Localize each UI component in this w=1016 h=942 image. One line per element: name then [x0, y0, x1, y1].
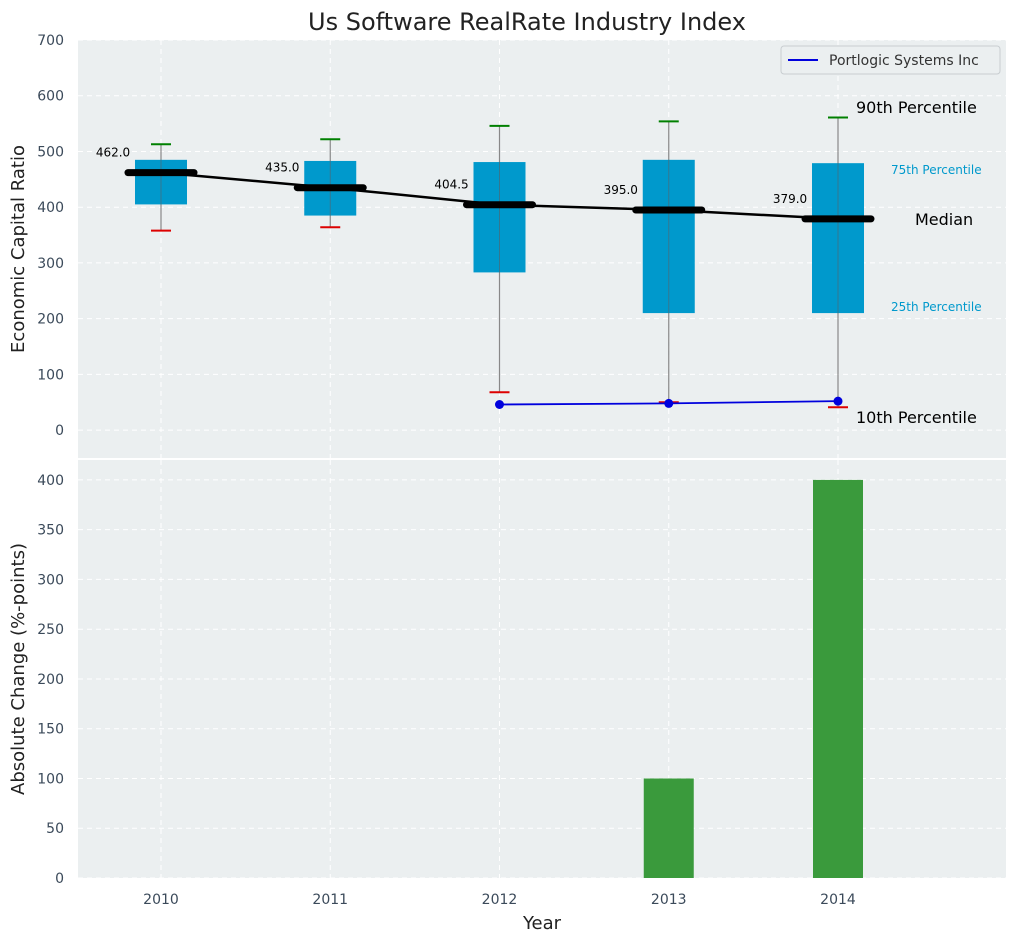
bottom-y-tick-label: 100 — [37, 771, 64, 787]
company-point — [495, 399, 504, 409]
median-value-label: 404.5 — [434, 178, 468, 192]
bottom-panel: 0 50 100 150 200 250 300 350 400 Absolute Change… — [8, 460, 1006, 934]
median-value-label: 395.0 — [604, 183, 638, 197]
chart-title: Us Software RealRate Industry Index — [308, 8, 746, 36]
company-line-series — [495, 396, 843, 409]
bar-series — [643, 479, 863, 878]
top-y-tick-label: 400 — [37, 200, 64, 216]
top-y-tick-label: 100 — [37, 367, 64, 383]
top-y-tick-label: 600 — [37, 89, 64, 105]
top-panel: 0 100 200 300 400 500 600 700 Economic Capital … — [8, 33, 1006, 458]
x-tick-labels: 2010 2011 2012 2013 2014 — [143, 892, 856, 908]
legend-entry: Portlogic Systems Inc — [829, 53, 979, 69]
top-y-tick-label: 0 — [55, 423, 64, 439]
bottom-y-axis-label: Absolute Change (%-points) — [8, 543, 29, 795]
x-tick-label: 2010 — [143, 892, 179, 908]
top-y-axis-label: Economic Capital Ratio — [8, 145, 29, 353]
change-bar — [813, 479, 863, 878]
bottom-y-tick-label: 250 — [37, 622, 64, 638]
top-y-tick-label: 300 — [37, 256, 64, 272]
x-tick-label: 2011 — [312, 892, 348, 908]
annotation-median: Median — [915, 210, 973, 229]
percentile-annotations: 90th Percentile 75th Percentile Median 2… — [856, 98, 982, 427]
bottom-plot-background — [78, 460, 1006, 878]
bottom-y-tick-label: 150 — [37, 722, 64, 738]
top-y-tick-label: 200 — [37, 312, 64, 328]
top-y-tick-labels: 0 100 200 300 400 500 600 700 — [37, 33, 64, 439]
annotation-90th: 90th Percentile — [856, 98, 977, 117]
top-y-tick-label: 700 — [37, 33, 64, 49]
annotation-75th: 75th Percentile — [891, 163, 982, 177]
bottom-y-tick-label: 0 — [55, 871, 64, 887]
x-tick-label: 2014 — [820, 892, 856, 908]
annotation-10th: 10th Percentile — [856, 408, 977, 427]
bottom-y-tick-label: 350 — [37, 523, 64, 539]
x-axis-label: Year — [522, 913, 562, 934]
company-point — [664, 398, 674, 408]
bottom-y-tick-label: 200 — [37, 672, 64, 688]
legend: Portlogic Systems Inc — [780, 45, 1001, 75]
bottom-gridlines — [78, 460, 1006, 879]
median-value-label: 462.0 — [96, 146, 130, 160]
x-tick-label: 2012 — [482, 892, 518, 908]
annotation-25th: 25th Percentile — [891, 300, 982, 314]
top-y-tick-label: 500 — [37, 144, 64, 160]
median-value-label: 435.0 — [265, 161, 299, 175]
change-bar — [643, 778, 694, 878]
bottom-y-tick-label: 300 — [37, 572, 64, 588]
bottom-y-tick-label: 400 — [37, 473, 64, 489]
x-tick-label: 2013 — [651, 892, 687, 908]
box-plot-series: 462.0 435.0 404.5 395.0 379.0 — [96, 116, 875, 409]
median-value-label: 379.0 — [773, 192, 807, 206]
legend-box — [780, 45, 1001, 75]
bottom-y-tick-label: 50 — [46, 821, 64, 837]
company-point — [833, 396, 843, 406]
bottom-y-tick-labels: 0 50 100 150 200 250 300 350 400 — [37, 473, 64, 887]
